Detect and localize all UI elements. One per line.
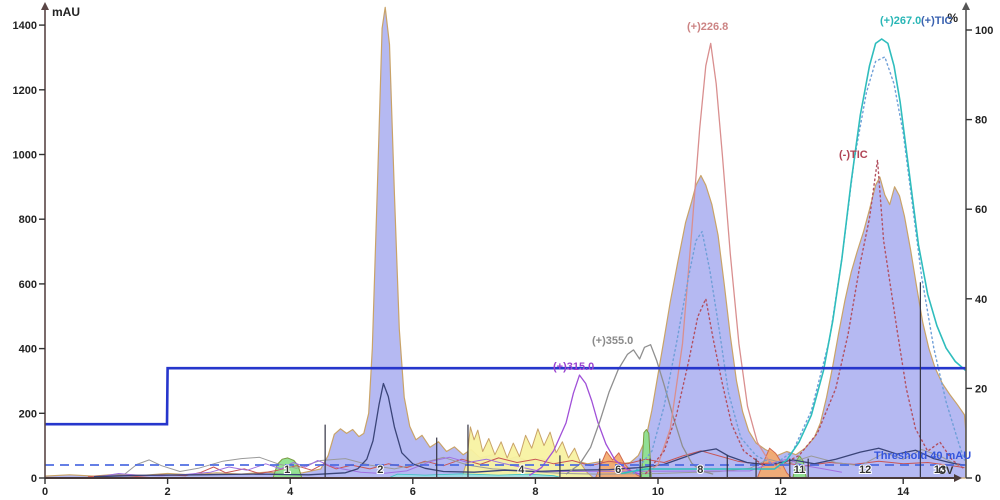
right-tick-label: 80 <box>975 115 987 127</box>
series-navy-line <box>93 382 965 478</box>
fraction-number: 4 <box>518 464 525 476</box>
x-tick-label: 0 <box>42 486 48 498</box>
fraction-number: 12 <box>859 464 871 476</box>
series-peak-315 <box>528 374 640 476</box>
x-tick-label: 10 <box>652 486 664 498</box>
series-tic-positive <box>632 56 966 475</box>
label-267: (+)267.0 <box>880 15 921 27</box>
left-axis-arrow-icon <box>41 2 49 10</box>
series-uv-area <box>44 6 967 479</box>
percent-axis-label: % <box>947 11 958 25</box>
x-tick-label: 6 <box>410 486 416 498</box>
left-tick-label: 1200 <box>13 85 37 97</box>
fraction-number: 13 <box>934 464 946 476</box>
right-tick-label: 100 <box>975 25 993 37</box>
fraction-number: 1 <box>284 464 290 476</box>
label-355: (+)355.0 <box>592 335 633 347</box>
x-tick-label: 4 <box>287 486 294 498</box>
left-tick-label: 1000 <box>13 150 37 162</box>
label-315: (+)315.0 <box>553 361 594 373</box>
right-axis-arrow-icon <box>962 2 970 10</box>
series-tic-negative <box>645 159 966 475</box>
right-tick-label: 60 <box>975 204 987 216</box>
fraction-number: 2 <box>377 464 383 476</box>
maU-axis-label: mAU <box>52 5 80 19</box>
series-purple-noise <box>100 456 842 478</box>
left-tick-label: 400 <box>19 344 37 356</box>
series-peak-226 <box>645 42 781 475</box>
fraction-number: 11 <box>794 464 806 476</box>
x-tick-label: 8 <box>532 486 538 498</box>
label-226: (+)226.8 <box>687 21 728 33</box>
x-tick-label: 14 <box>897 486 910 498</box>
label-threshold: Threshold 40 mAU <box>874 450 971 462</box>
x-tick-label: 12 <box>774 486 786 498</box>
right-tick-label: 40 <box>975 294 987 306</box>
fraction-number: 6 <box>615 464 621 476</box>
left-tick-label: 200 <box>19 408 37 420</box>
right-tick-label: 0 <box>975 473 981 485</box>
right-tick-label: 20 <box>975 383 987 395</box>
fraction-number: 8 <box>697 464 703 476</box>
gradient-step-line <box>45 366 966 426</box>
label-tic-neg: (-)TIC <box>839 149 868 161</box>
x-tick-label: 2 <box>165 486 171 498</box>
left-tick-label: 600 <box>19 279 37 291</box>
label-tic-pos: (+)TIC <box>921 15 953 27</box>
label-cv: CV <box>938 465 954 477</box>
left-tick-label: 0 <box>31 473 37 485</box>
left-tick-label: 1400 <box>13 20 37 32</box>
left-tick-label: 800 <box>19 214 37 226</box>
x-axis-arrow-icon <box>954 474 962 482</box>
series-peak-267 <box>621 38 967 475</box>
series-peak-355 <box>565 344 714 475</box>
